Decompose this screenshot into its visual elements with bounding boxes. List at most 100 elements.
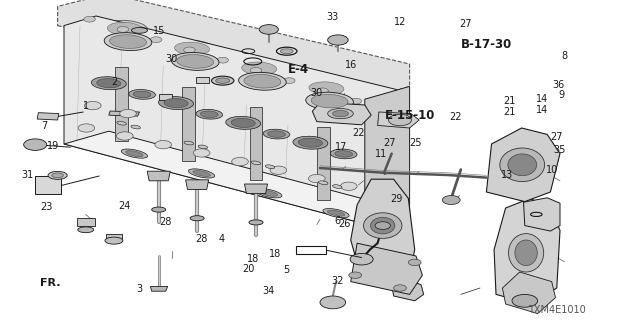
Polygon shape — [106, 234, 122, 241]
Ellipse shape — [255, 189, 282, 198]
Ellipse shape — [263, 129, 290, 139]
Polygon shape — [58, 0, 410, 102]
Polygon shape — [524, 198, 560, 231]
Polygon shape — [312, 102, 371, 125]
Ellipse shape — [152, 207, 166, 212]
Circle shape — [328, 35, 348, 45]
Bar — [159, 94, 172, 100]
Text: 20: 20 — [242, 264, 255, 274]
Text: 32: 32 — [332, 276, 344, 286]
Polygon shape — [250, 107, 262, 180]
Ellipse shape — [371, 217, 395, 234]
Text: 21: 21 — [503, 107, 516, 117]
Ellipse shape — [102, 20, 148, 37]
Ellipse shape — [164, 99, 188, 108]
Circle shape — [232, 157, 248, 166]
Polygon shape — [486, 128, 560, 202]
Ellipse shape — [105, 237, 123, 244]
Text: E-15-10: E-15-10 — [385, 109, 435, 122]
Ellipse shape — [236, 60, 282, 77]
Ellipse shape — [198, 145, 207, 149]
Circle shape — [193, 149, 210, 157]
Ellipse shape — [132, 28, 148, 33]
Ellipse shape — [239, 72, 286, 90]
Polygon shape — [244, 184, 268, 194]
Circle shape — [350, 253, 373, 265]
Text: 19: 19 — [47, 140, 60, 151]
Text: 9: 9 — [558, 90, 564, 100]
Text: 1: 1 — [83, 100, 89, 111]
Polygon shape — [150, 286, 168, 291]
Text: 7: 7 — [42, 121, 48, 132]
Circle shape — [250, 68, 262, 73]
Polygon shape — [96, 58, 410, 141]
Text: 16: 16 — [344, 60, 357, 70]
Ellipse shape — [131, 125, 140, 129]
Ellipse shape — [175, 42, 209, 55]
Polygon shape — [64, 131, 410, 224]
Ellipse shape — [319, 181, 328, 185]
Ellipse shape — [193, 171, 211, 176]
Circle shape — [84, 101, 101, 110]
Ellipse shape — [216, 78, 230, 84]
Text: 23: 23 — [40, 202, 53, 212]
Text: 2: 2 — [111, 76, 117, 87]
Polygon shape — [115, 67, 128, 141]
Polygon shape — [77, 218, 95, 226]
Ellipse shape — [104, 33, 152, 51]
Circle shape — [184, 47, 195, 53]
Polygon shape — [351, 243, 422, 294]
Ellipse shape — [327, 210, 345, 216]
Ellipse shape — [125, 151, 143, 156]
Ellipse shape — [266, 165, 275, 169]
Text: 34: 34 — [262, 285, 275, 296]
Circle shape — [259, 25, 278, 34]
Ellipse shape — [280, 49, 293, 53]
Ellipse shape — [293, 136, 328, 149]
Text: TXM4E1010: TXM4E1010 — [528, 305, 586, 315]
Polygon shape — [365, 86, 410, 224]
Text: 21: 21 — [503, 96, 516, 106]
Circle shape — [375, 222, 390, 229]
Text: 24: 24 — [118, 201, 131, 212]
Text: 25: 25 — [410, 138, 422, 148]
Circle shape — [349, 272, 362, 278]
Ellipse shape — [159, 97, 193, 109]
Circle shape — [150, 37, 162, 43]
Ellipse shape — [333, 110, 349, 117]
Ellipse shape — [48, 172, 67, 179]
Ellipse shape — [303, 80, 349, 97]
Circle shape — [78, 124, 95, 132]
Ellipse shape — [92, 77, 126, 90]
Ellipse shape — [242, 62, 276, 75]
Text: 36: 36 — [552, 80, 565, 90]
Bar — [196, 77, 209, 83]
Ellipse shape — [508, 154, 536, 176]
Text: 17: 17 — [335, 142, 348, 152]
Text: 6: 6 — [334, 216, 340, 226]
Text: 13: 13 — [501, 170, 514, 180]
Ellipse shape — [97, 79, 121, 88]
Text: 29: 29 — [390, 194, 403, 204]
Text: E-4: E-4 — [288, 63, 310, 76]
Text: 28: 28 — [159, 217, 172, 227]
Ellipse shape — [335, 151, 353, 157]
Circle shape — [155, 140, 172, 149]
Ellipse shape — [169, 40, 215, 57]
Text: 27: 27 — [460, 19, 472, 29]
Text: 14: 14 — [536, 105, 548, 116]
Text: B-17-30: B-17-30 — [461, 38, 512, 51]
Ellipse shape — [309, 82, 344, 95]
Ellipse shape — [306, 92, 353, 110]
Ellipse shape — [172, 52, 219, 70]
Circle shape — [284, 78, 295, 84]
Text: 30: 30 — [310, 88, 323, 98]
Circle shape — [383, 108, 395, 114]
Circle shape — [120, 109, 136, 118]
Text: 22: 22 — [449, 112, 462, 122]
Text: 8: 8 — [561, 51, 568, 61]
Ellipse shape — [226, 116, 260, 129]
Text: 33: 33 — [326, 12, 339, 22]
Text: 12: 12 — [394, 17, 406, 27]
Ellipse shape — [244, 75, 281, 88]
